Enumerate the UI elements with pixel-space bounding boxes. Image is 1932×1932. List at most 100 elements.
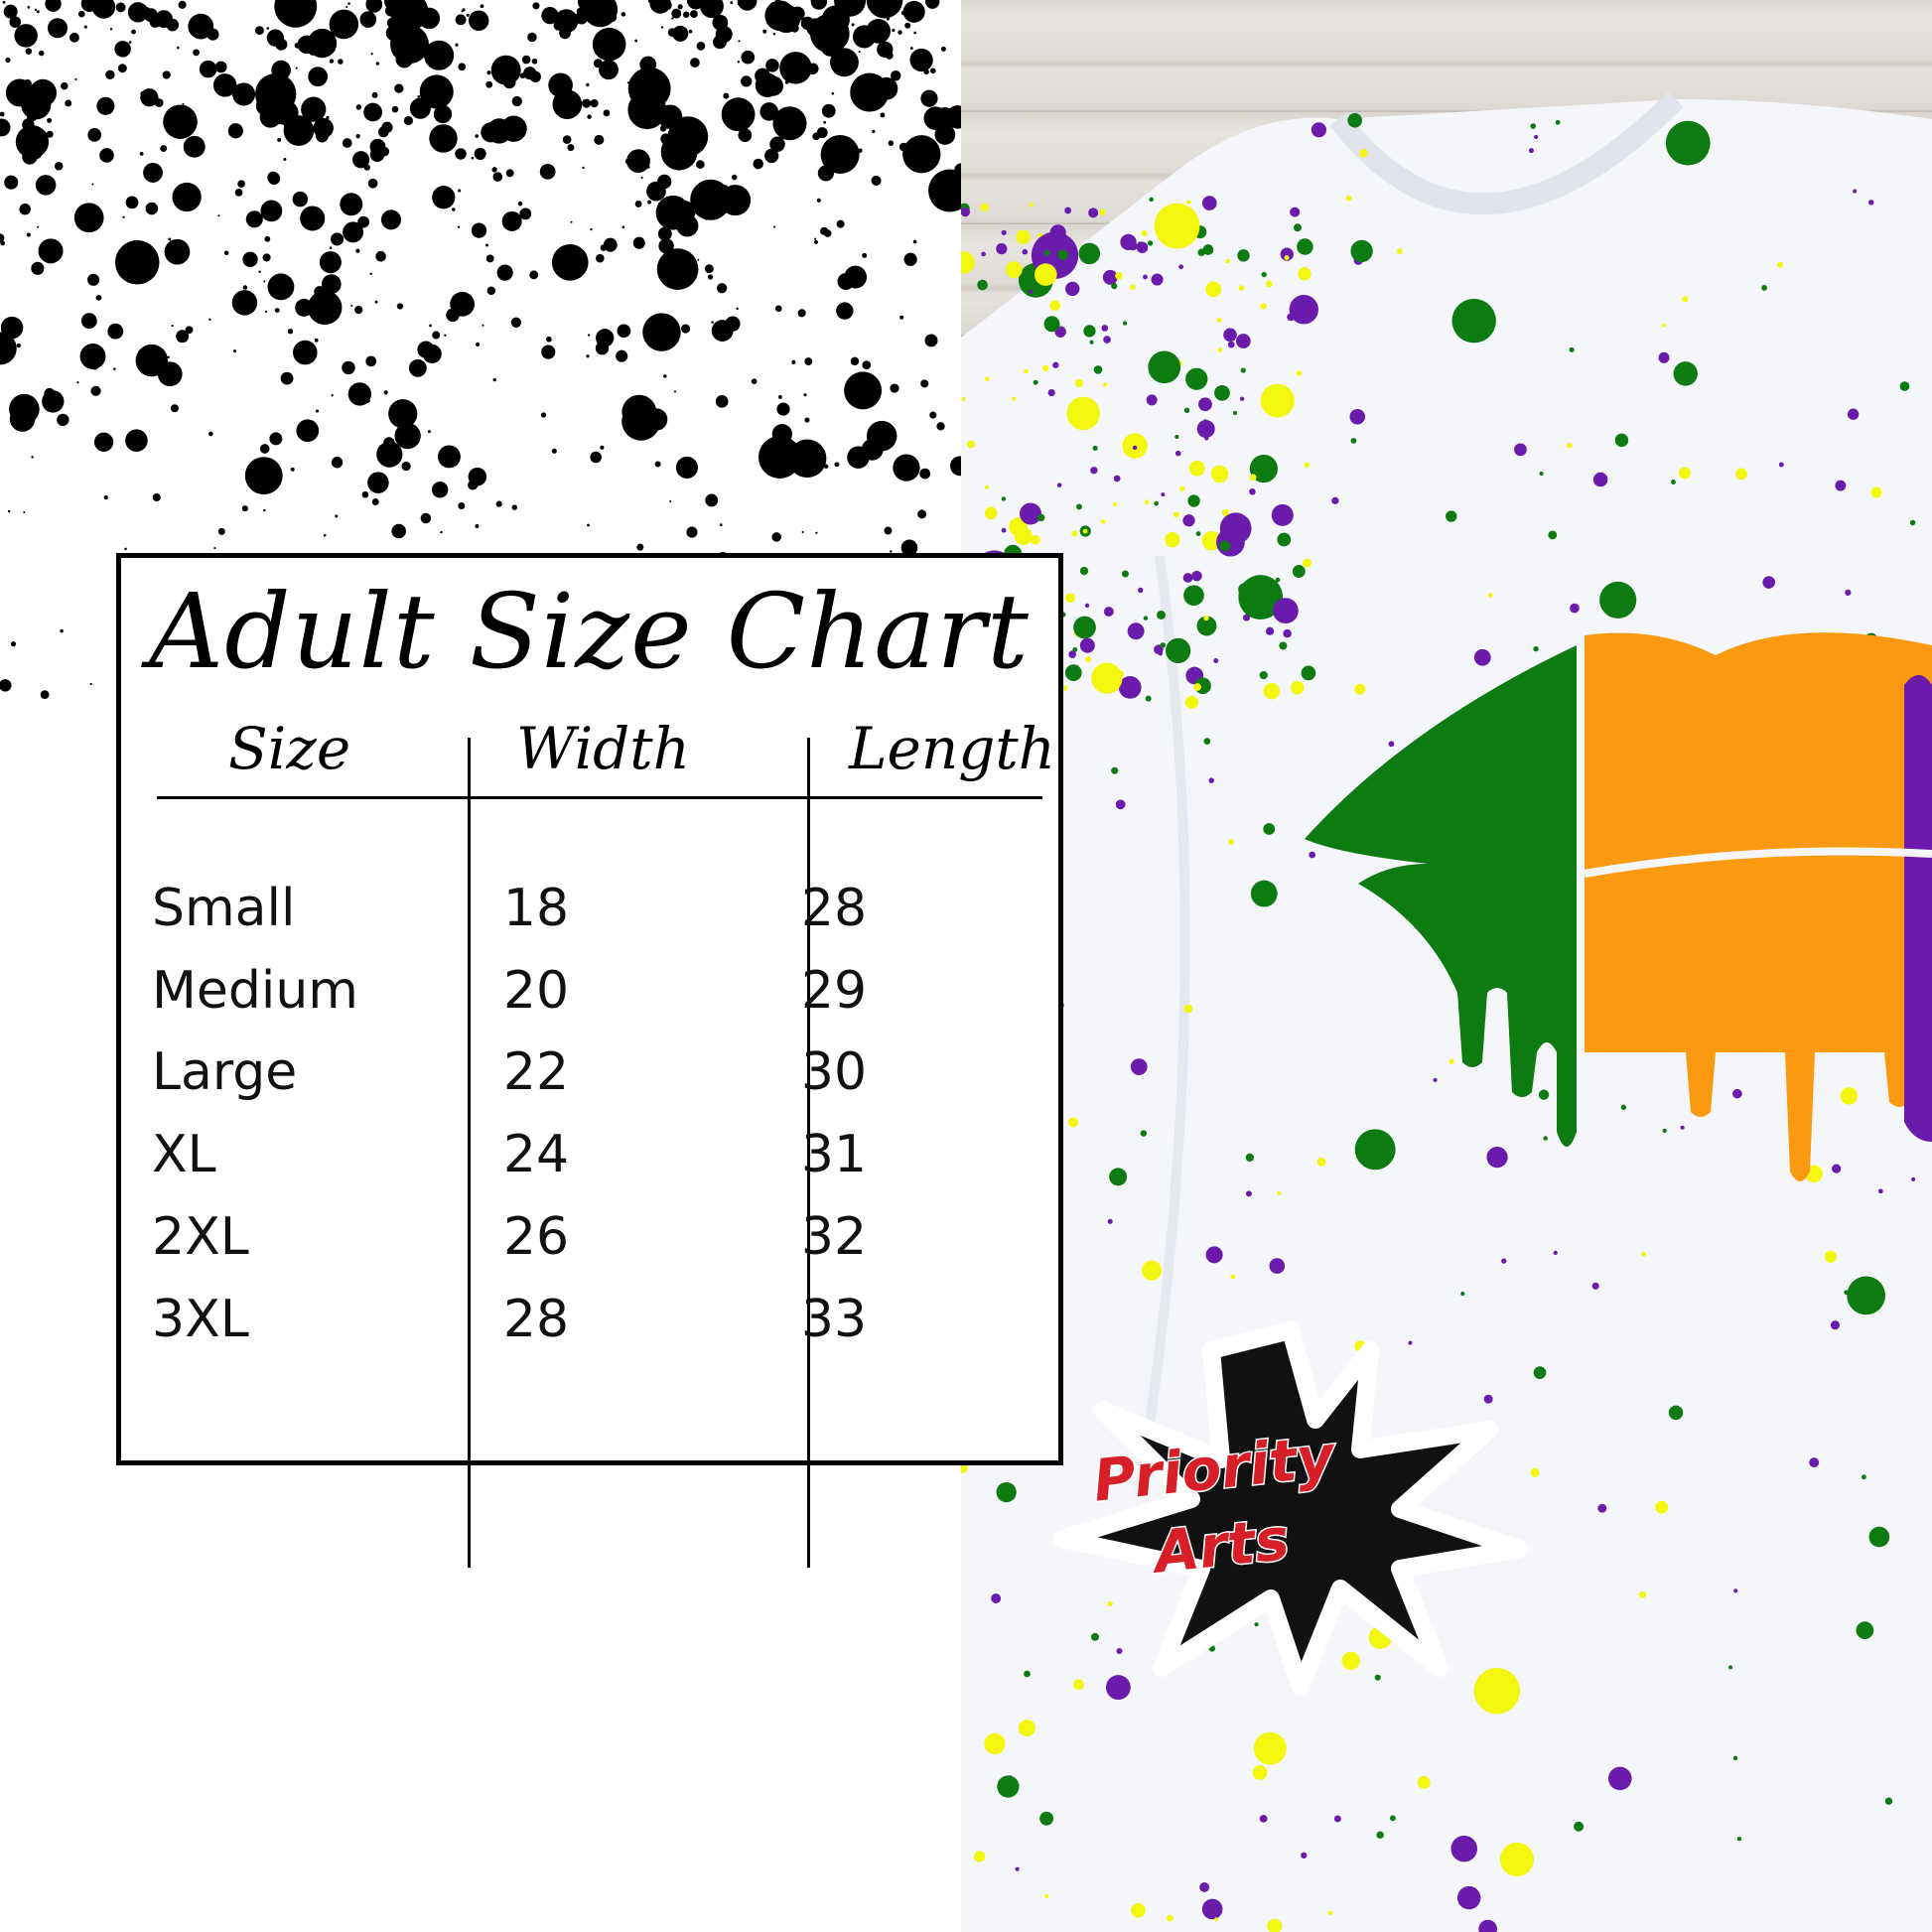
paint-dot [1735,468,1747,481]
paint-dot [1076,503,1082,510]
paint-dot [1184,695,1199,709]
ink-dot [732,101,735,104]
paint-dot [1451,298,1496,344]
header-size: Size [228,715,351,782]
ink-dot [4,175,19,190]
paint-dot [984,484,990,489]
ink-dot [474,147,486,160]
paint-dot [1019,502,1041,525]
ink-dot [347,2,350,5]
paint-dot [1877,1188,1883,1194]
paint-dot [1033,379,1038,385]
ink-dot [711,321,714,324]
ink-dot [26,232,31,237]
ink-dot [636,543,644,551]
ink-dot [762,29,767,34]
ink-dot [696,160,705,169]
ink-dot [342,360,355,375]
ink-dot [207,431,213,437]
ink-dot [642,313,681,351]
paint-dot [1514,443,1527,457]
ink-dot [859,463,863,467]
ink-dot [551,448,557,454]
ink-dot [725,316,741,332]
paint-dot [1225,258,1230,264]
ink-dot [746,0,749,3]
ink-dot [630,107,634,111]
ink-dot [54,162,64,171]
ink-dot [663,374,667,378]
paint-dot [1762,576,1775,589]
ink-dot [888,140,895,146]
ink-dot [301,96,327,122]
ink-dot [83,25,87,29]
ink-dot [690,10,698,19]
paint-dot [1483,1394,1493,1404]
paint-dot [1570,603,1580,614]
logo-ink-splat [1053,1321,1528,1697]
ink-dot [139,151,144,156]
ink-dot [427,430,431,434]
paint-dot [1533,645,1539,652]
ink-dot [595,342,610,355]
paint-dot [1146,394,1158,406]
ink-dot [199,60,217,78]
paint-dot [967,440,976,449]
ink-dot [283,115,315,146]
ink-dot [647,200,652,205]
paint-dot [1015,1866,1020,1871]
ink-dot [30,147,43,160]
ink-dot [125,429,148,452]
ink-dot [900,539,918,557]
dripping-lips-graphic [1305,632,1932,1181]
ink-dot [738,128,753,143]
ink-dot [496,264,513,281]
ink-dot [16,343,21,348]
paint-dot [1005,261,1023,279]
paint-dot [1073,616,1096,639]
paint-dot [1359,149,1368,158]
cell-width: 22 [502,1042,570,1103]
ink-dot [768,1,780,14]
paint-dot [1376,1831,1384,1839]
ink-dot [307,290,343,326]
ink-dot [313,117,334,139]
ink-dot [519,207,532,220]
cell-length: 28 [800,879,868,938]
ink-dot [422,344,442,364]
paint-dot [1238,285,1245,291]
ink-dot [590,451,602,464]
ink-dot [107,108,111,112]
paint-dot [1130,284,1136,291]
ink-dot [649,0,671,14]
ink-dot [636,93,644,101]
paint-dot [1487,593,1493,599]
paint-dot [1460,1292,1465,1297]
paint-dot [1085,655,1092,663]
ink-dot [31,456,34,459]
ink-dot [587,334,591,337]
paint-dot [1732,1088,1742,1099]
ink-dot [355,248,360,253]
ink-dot [523,67,537,80]
ink-dot [624,158,630,165]
paint-dot [1167,1914,1173,1922]
paint-dot [1533,1366,1547,1379]
paint-dot [1107,1600,1113,1607]
paint-dot [1259,670,1268,680]
ink-dot [646,181,666,202]
ink-dot [600,7,612,19]
paint-dot [1555,119,1561,125]
ink-dot [582,98,592,108]
ink-dot [640,177,643,180]
ink-dot [599,60,619,80]
ink-dot [699,0,724,19]
ink-dot [823,120,827,124]
paint-dot [1263,683,1281,700]
ink-dot [593,59,604,69]
paint-dot [1599,581,1637,619]
ink-dot [646,165,650,169]
paint-dot [1341,1651,1360,1671]
paint-dot [1543,1136,1548,1141]
ink-dot [431,482,449,498]
